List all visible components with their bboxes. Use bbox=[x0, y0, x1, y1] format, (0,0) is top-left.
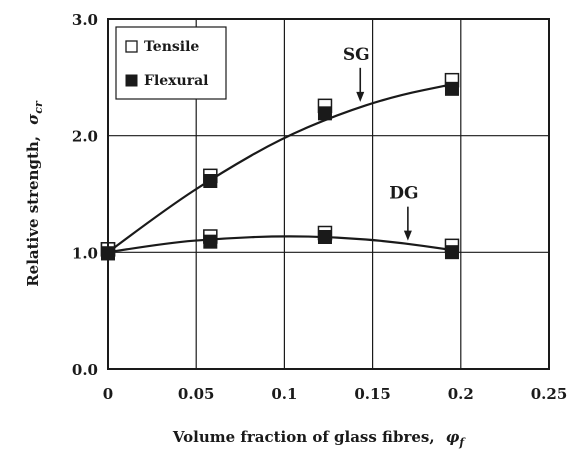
legend-label-flexural: Flexural bbox=[144, 73, 208, 89]
grid-lines bbox=[108, 19, 549, 369]
x-tick-label: 0.25 bbox=[531, 385, 568, 403]
marker-flexural-dg bbox=[444, 245, 459, 260]
x-tick-label: 0.15 bbox=[354, 385, 391, 403]
legend-swatch-flexural bbox=[125, 74, 138, 87]
x-axis-label: Volume fraction of glass fibres, φf bbox=[172, 428, 467, 449]
y-tick-label: 1.0 bbox=[72, 244, 98, 262]
y-axis-label: Relative strength, σcr bbox=[24, 100, 45, 287]
fit-curve-dg bbox=[107, 235, 453, 254]
x-tick-label: 0.1 bbox=[271, 385, 297, 403]
marker-flexural-sg bbox=[203, 174, 218, 188]
x-tick-labels: 0 0.05 0.1 0.15 0.2 0.25 bbox=[103, 385, 567, 403]
y-axis-label-text: Relative strength, bbox=[24, 136, 42, 287]
y-tick-labels: 0.0 1.0 2.0 3.0 bbox=[72, 11, 98, 379]
annotation-dg-arrowhead bbox=[403, 230, 412, 241]
x-axis-subscript: f bbox=[458, 436, 466, 449]
legend-swatch-tensile bbox=[125, 40, 138, 53]
marker-flexural-sg bbox=[444, 81, 459, 96]
fit-curve-sg bbox=[107, 83, 453, 254]
annotations: SG DG bbox=[343, 45, 419, 241]
y-tick-label: 3.0 bbox=[72, 11, 98, 29]
y-axis-symbol: σ bbox=[24, 113, 42, 125]
y-axis-subscript: cr bbox=[32, 100, 45, 114]
marker-flexural-dg bbox=[203, 234, 218, 249]
x-tick-label: 0.2 bbox=[448, 385, 474, 403]
x-tick-label: 0.05 bbox=[178, 385, 215, 403]
marker-flexural-sg bbox=[317, 106, 332, 121]
x-tick-label: 0 bbox=[103, 385, 113, 403]
x-axis-label-text: Volume fraction of glass fibres, bbox=[172, 428, 435, 446]
legend-label-tensile: Tensile bbox=[144, 39, 199, 55]
marker-flexural-dg bbox=[317, 230, 332, 244]
plot-frame bbox=[107, 18, 550, 370]
x-axis-symbol: φ bbox=[446, 428, 460, 446]
annotation-sg-label: SG bbox=[343, 45, 370, 65]
legend: Tensile Flexural bbox=[115, 26, 227, 100]
fit-curves bbox=[107, 83, 453, 254]
annotation-dg-label: DG bbox=[389, 184, 418, 204]
legend-box bbox=[115, 26, 227, 100]
y-tick-label: 0.0 bbox=[72, 361, 98, 379]
annotation-sg-arrowhead bbox=[356, 91, 365, 102]
y-tick-label: 2.0 bbox=[72, 128, 98, 146]
